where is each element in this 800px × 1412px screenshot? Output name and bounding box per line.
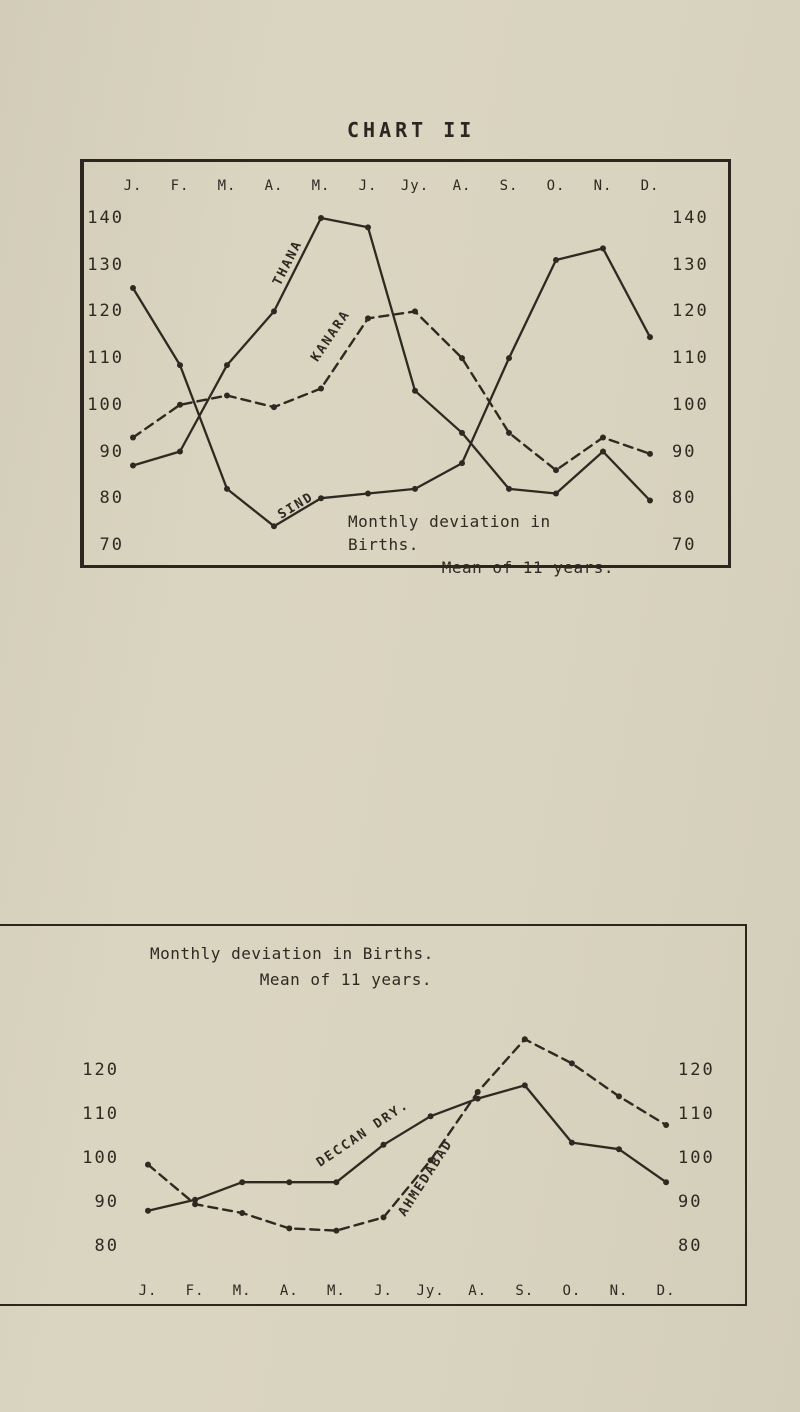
month-label: A.: [468, 1283, 488, 1299]
month-label: D.: [656, 1283, 676, 1299]
y-axis-label-left: 130: [87, 254, 124, 275]
y-axis-label-right: 90: [678, 1192, 703, 1212]
y-axis-label-left: 100: [82, 1148, 119, 1168]
y-axis-label-right: 110: [678, 1104, 715, 1124]
bottom-chart-title-line1: Monthly deviation in Births.: [150, 944, 434, 963]
top-chart-caption-line1: Monthly deviation in Births.: [348, 512, 551, 554]
y-axis-label-right: 100: [672, 394, 709, 415]
month-label: J.: [123, 178, 143, 194]
top-chart-caption-line2: Mean of 11 years.: [441, 558, 614, 577]
y-axis-label-right: 110: [672, 348, 709, 369]
y-axis-label-left: 120: [82, 1060, 119, 1080]
month-label: M.: [311, 178, 331, 194]
y-axis-label-left: 120: [87, 301, 124, 322]
month-label: S.: [499, 178, 519, 194]
month-label: D.: [640, 178, 660, 194]
y-axis-label-right: 100: [678, 1148, 715, 1168]
month-label: M.: [232, 1283, 252, 1299]
month-label: N.: [593, 178, 613, 194]
month-label: F.: [185, 1283, 205, 1299]
top-chart-caption: Monthly deviation in Births. Mean of 11 …: [348, 510, 614, 579]
y-axis-label-right: 140: [672, 208, 709, 228]
month-label: A.: [452, 178, 472, 194]
y-axis-label-left: 110: [87, 348, 124, 369]
y-axis-label-left: 80: [99, 488, 124, 509]
top-chart-frame: [80, 159, 731, 568]
bottom-chart-title-line2: Mean of 11 years.: [259, 970, 432, 989]
month-label: N.: [609, 1283, 629, 1299]
y-axis-label-left: 100: [87, 394, 124, 415]
y-axis-label-left: 90: [94, 1192, 119, 1212]
month-label: M.: [326, 1283, 346, 1299]
y-axis-label-right: 120: [672, 301, 709, 322]
page-title: CHART II: [347, 118, 476, 142]
month-label: F.: [170, 178, 190, 194]
month-label: A.: [279, 1283, 299, 1299]
month-label: O.: [546, 178, 566, 194]
y-axis-label-right: 130: [672, 254, 709, 275]
month-label: M.: [217, 178, 237, 194]
y-axis-label-left: 140: [87, 208, 124, 228]
y-axis-label-left: 110: [82, 1104, 119, 1124]
month-label: Jy.: [400, 178, 430, 194]
y-axis-label-left: 80: [94, 1236, 119, 1256]
y-axis-label-right: 80: [678, 1236, 703, 1256]
y-axis-label-left: 70: [99, 534, 124, 555]
month-label: S.: [515, 1283, 535, 1299]
y-axis-label-right: 70: [672, 534, 697, 555]
bottom-chart-title: Monthly deviation in Births. Mean of 11 …: [150, 941, 434, 993]
month-label: A.: [264, 178, 284, 194]
month-label: O.: [562, 1283, 582, 1299]
month-label: J.: [138, 1283, 158, 1299]
month-label: J.: [374, 1283, 393, 1299]
y-axis-label-right: 80: [672, 488, 697, 509]
bottom-chart-frame: [0, 924, 747, 1306]
month-label: J.: [358, 178, 378, 194]
y-axis-label-right: 120: [678, 1060, 715, 1080]
month-label: Jy.: [416, 1283, 445, 1299]
y-axis-label-right: 90: [672, 441, 697, 462]
y-axis-label-left: 90: [99, 441, 124, 462]
